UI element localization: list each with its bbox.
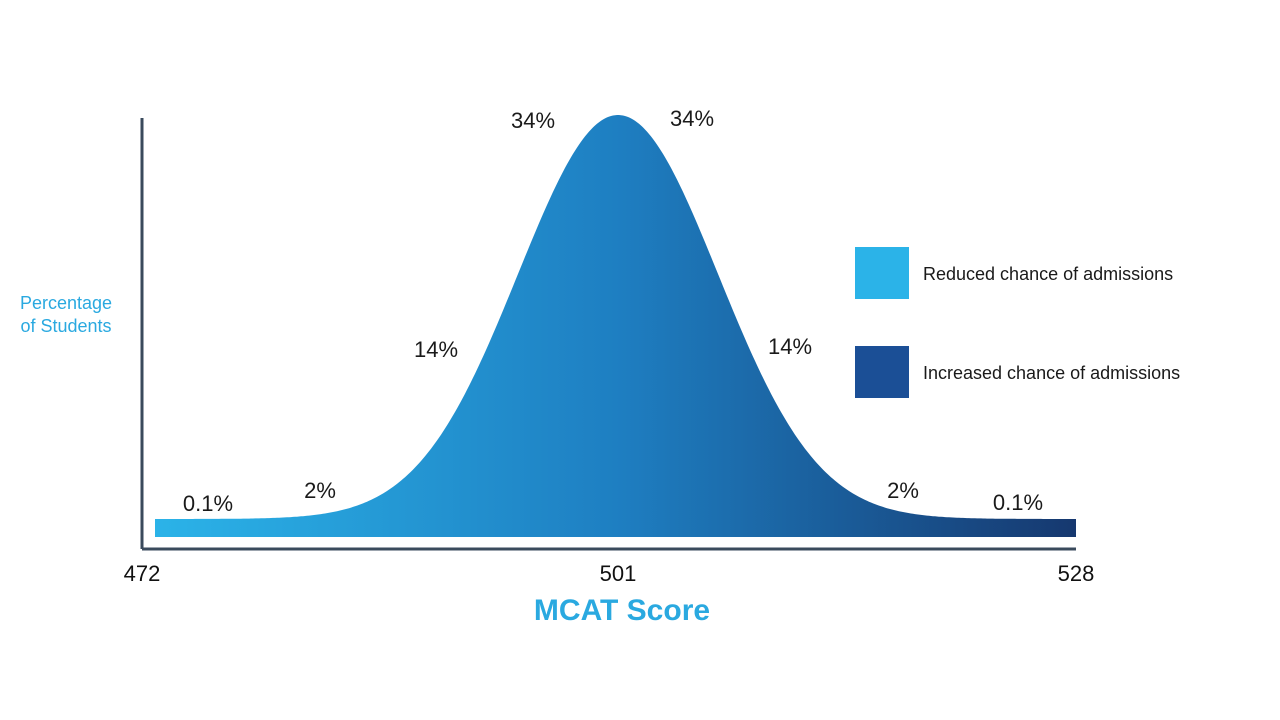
x-tick-labels: 472 501 528 [124,561,1095,586]
segment-label-5: 34% [670,106,714,131]
segment-label-1: 0.1% [183,491,233,516]
x-tick-label-472: 472 [124,561,161,586]
x-tick-label-528: 528 [1058,561,1095,586]
distribution-curve-area [155,115,1076,537]
segment-label-2: 2% [304,478,336,503]
segment-labels: 0.1% 2% 14% 34% 34% 14% 2% 0.1% [183,106,1043,516]
x-axis-label: MCAT Score [534,594,710,627]
legend-swatch-1 [855,247,909,299]
y-axis-label: Percentage of Students [20,293,112,336]
segment-label-4: 34% [511,108,555,133]
segment-label-8: 0.1% [993,490,1043,515]
segment-label-6: 14% [768,334,812,359]
x-tick-label-501: 501 [600,561,637,586]
legend-swatch-2 [855,346,909,398]
legend: Reduced chance of admissions Increased ch… [855,247,1180,398]
legend-label-1: Reduced chance of admissions [923,264,1173,284]
y-axis-label-line-2: of Students [20,316,111,336]
legend-label-2: Increased chance of admissions [923,363,1180,383]
y-axis-label-line-1: Percentage [20,293,112,313]
segment-label-7: 2% [887,478,919,503]
segment-label-3: 14% [414,337,458,362]
